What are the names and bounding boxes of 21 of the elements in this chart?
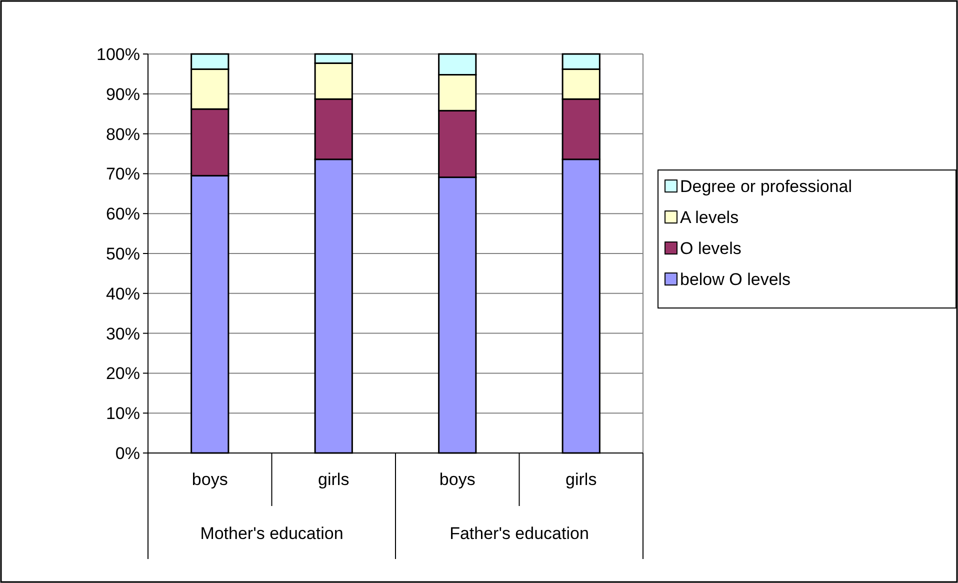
y-tick-label: 50% (106, 244, 140, 264)
y-tick-label: 60% (106, 204, 140, 224)
y-tick-label: 40% (106, 284, 140, 304)
y-tick-label: 80% (106, 124, 140, 144)
x-tick-label: girls (318, 470, 350, 489)
y-tick-label: 20% (106, 364, 140, 384)
x-tick-label: boys (192, 470, 228, 489)
y-tick-label: 70% (106, 164, 140, 184)
y-tick-label: 100% (96, 44, 140, 64)
x-tick-label: boys (439, 470, 476, 489)
legend-label: below O levels (680, 270, 791, 289)
y-tick-label: 0% (115, 444, 140, 463)
legend-label: O levels (680, 238, 742, 258)
y-tick-label: 30% (106, 324, 140, 344)
text: Father's education (450, 524, 589, 543)
text: Mother's education (200, 524, 344, 543)
legend-label: Degree or professional (680, 176, 852, 196)
y-tick-label: 10% (106, 404, 140, 424)
legend-label: A levels (680, 208, 739, 227)
y-tick-label: 90% (106, 84, 140, 104)
x-tick-label: girls (566, 470, 597, 489)
